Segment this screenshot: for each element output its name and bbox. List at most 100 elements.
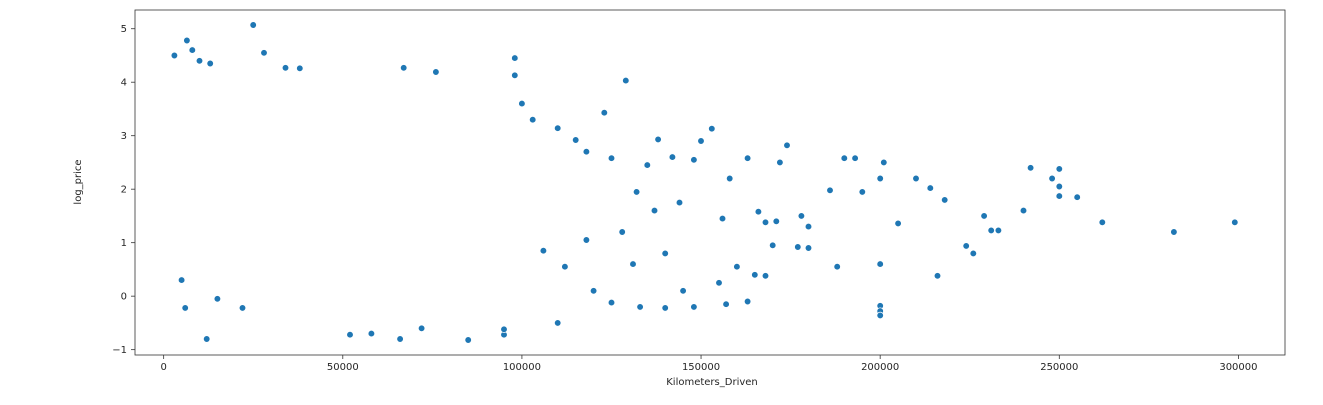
- x-tick-label: 150000: [682, 362, 720, 373]
- scatter-point: [804, 222, 813, 231]
- scatter-point: [600, 109, 608, 117]
- scatter-point: [794, 243, 802, 251]
- y-tick-label: −1: [112, 345, 127, 356]
- scatter-point: [876, 311, 884, 320]
- scatter-point: [396, 335, 404, 343]
- scatter-point: [994, 226, 1003, 235]
- x-tick-label: 100000: [503, 362, 541, 373]
- scatter-point: [1048, 174, 1056, 183]
- scatter-point: [1055, 182, 1063, 191]
- scatter-point: [718, 214, 727, 223]
- scatter-point: [1055, 192, 1063, 200]
- scatter-point: [203, 335, 211, 343]
- scatter-point: [622, 76, 630, 85]
- x-tick-label: 0: [160, 362, 166, 373]
- y-axis: −1 0 1 2 3 4 5: [112, 24, 135, 356]
- scatter-point: [668, 153, 677, 161]
- scatter-point: [238, 304, 247, 312]
- scatter-point: [177, 276, 186, 284]
- y-tick-label: 4: [121, 78, 127, 89]
- scatter-point: [249, 21, 257, 29]
- y-tick-label: 3: [121, 131, 127, 142]
- scatter-point: [962, 242, 970, 250]
- scatter-point: [464, 336, 472, 344]
- scatter-point: [636, 303, 644, 311]
- scatter-point: [941, 196, 949, 204]
- scatter-point: [980, 212, 988, 220]
- scatter-point: [697, 137, 705, 145]
- scatter-point: [679, 287, 687, 295]
- scatter-point: [213, 295, 222, 303]
- scatter-point: [607, 154, 616, 162]
- y-tick-label: 5: [121, 24, 127, 35]
- scatter-point: [840, 154, 848, 162]
- scatter-point: [876, 260, 884, 268]
- scatter-point: [296, 64, 304, 72]
- x-tick-label: 200000: [861, 362, 899, 373]
- x-tick-label: 250000: [1040, 362, 1078, 373]
- scatter-point: [722, 300, 730, 308]
- data-points: [170, 21, 1239, 344]
- scatter-point: [170, 51, 179, 60]
- scatter-point: [690, 303, 698, 311]
- scatter-point: [743, 154, 752, 162]
- plot-frame: [134, 9, 1286, 356]
- scatter-point: [661, 249, 669, 258]
- scatter-point: [912, 174, 920, 183]
- scatter-point: [582, 148, 591, 156]
- scatter-point: [826, 186, 834, 194]
- scatter-point: [654, 135, 662, 144]
- scatter-point: [761, 272, 770, 280]
- scatter-point: [708, 125, 716, 133]
- scatter-point: [772, 217, 780, 225]
- scatter-point: [733, 263, 741, 271]
- scatter-point: [417, 324, 426, 332]
- scatter-point: [554, 124, 562, 132]
- scatter-point: [500, 325, 508, 333]
- scatter-point: [260, 49, 268, 57]
- scatter-point: [206, 59, 214, 68]
- scatter-point: [432, 68, 440, 76]
- scatter-point: [1098, 218, 1106, 226]
- scatter-point: [987, 226, 995, 235]
- scatter-point: [1170, 228, 1178, 236]
- scatter-point: [539, 247, 548, 255]
- scatter-point: [281, 64, 290, 72]
- scatter-point: [804, 244, 813, 252]
- scatter-point: [188, 46, 196, 54]
- scatter-point: [1055, 165, 1063, 173]
- scatter-point: [181, 304, 189, 312]
- scatter-point: [589, 287, 598, 295]
- scatter-point: [183, 36, 191, 45]
- scatter-point: [400, 64, 408, 72]
- x-tick-label: 50000: [327, 362, 359, 373]
- scatter-point: [675, 198, 684, 207]
- scatter-point: [367, 329, 376, 338]
- y-tick-label: 0: [121, 292, 127, 303]
- scatter-point: [1231, 218, 1239, 226]
- scatter-point: [650, 206, 659, 215]
- scatter-point: [1026, 164, 1035, 172]
- scatter-point: [572, 136, 580, 144]
- scatter-point: [754, 208, 763, 216]
- scatter-point: [933, 272, 942, 280]
- scatter-point: [607, 298, 616, 307]
- scatter-point: [851, 154, 859, 162]
- scatter-point: [529, 116, 537, 124]
- scatter-point: [632, 188, 641, 196]
- y-axis-label: log_price: [73, 159, 84, 204]
- scatter-point: [518, 99, 526, 108]
- scatter-point: [969, 249, 977, 258]
- scatter-point: [195, 57, 204, 65]
- x-axis-label: Kilometers_Driven: [666, 377, 758, 388]
- scatter-point: [743, 297, 752, 306]
- scatter-point: [833, 263, 841, 271]
- x-tick-label: 300000: [1219, 362, 1257, 373]
- scatter-point: [690, 156, 698, 164]
- scatter-point: [858, 188, 866, 196]
- scatter-point: [346, 331, 354, 339]
- scatter-point: [751, 271, 759, 279]
- y-tick-label: 2: [121, 185, 127, 196]
- scatter-point: [797, 212, 806, 220]
